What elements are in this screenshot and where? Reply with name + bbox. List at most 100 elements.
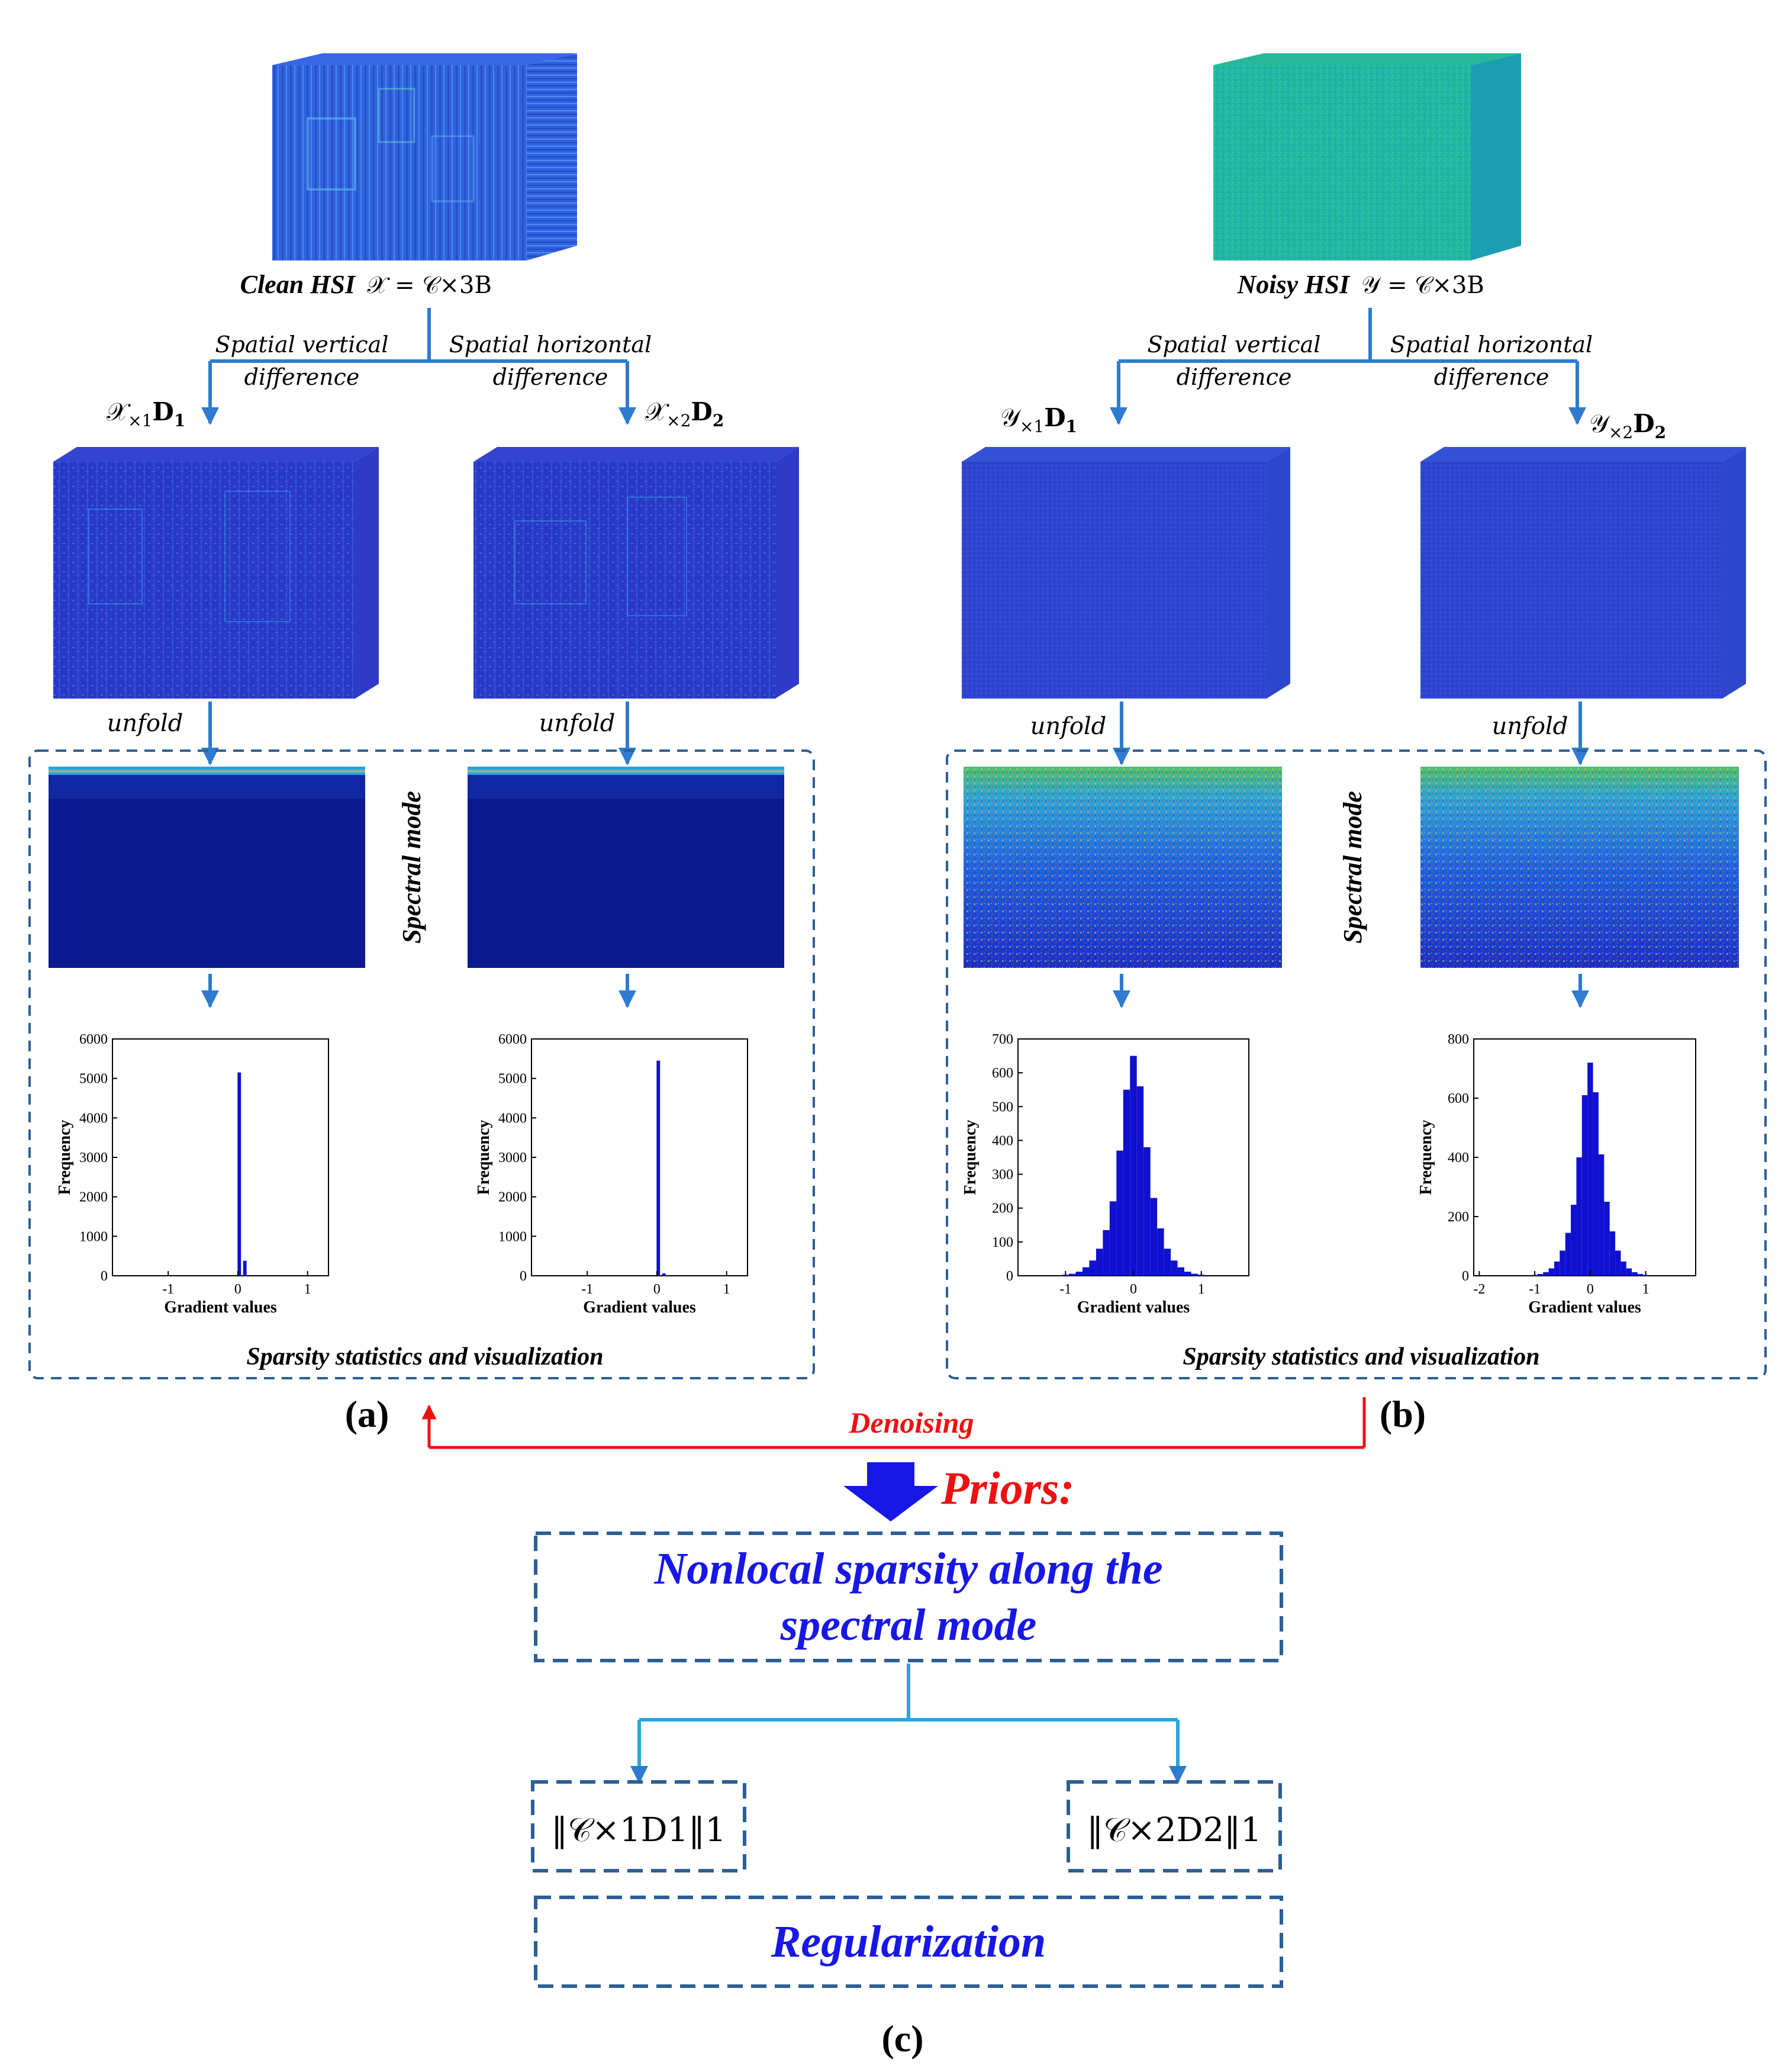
diff-cube-y-d1	[962, 447, 1290, 699]
diff-cube-x-d1	[53, 447, 379, 699]
y-tick-label: 0	[101, 1269, 108, 1284]
x-tick-label: 1	[1198, 1282, 1205, 1297]
histogram-bar	[1632, 1272, 1638, 1276]
histogram-bar	[1554, 1262, 1560, 1276]
spectral-mode-a: Spectral mode	[397, 791, 426, 944]
histogram-noisy-vertical: 0 100 200 300 400 500 600 700 -1 0 1 Gradient value…	[961, 1032, 1249, 1317]
panel-b: Noisy HSI 𝒴 = 𝒞×3B Spatial vertical diff…	[946, 53, 1767, 1435]
histogram-bar	[1543, 1272, 1549, 1276]
reg-box-left	[531, 1780, 746, 1872]
panel-label-b: (b)	[1380, 1393, 1426, 1435]
x-tick-label: 0	[1130, 1282, 1137, 1297]
y-tick-label: 2000	[498, 1190, 527, 1205]
histogram-bar	[1164, 1249, 1171, 1276]
priors-arrow-icon	[843, 1462, 938, 1521]
svg-text:𝒴×1D1: 𝒴×1D1	[1000, 403, 1077, 436]
sparsity-box-a	[28, 749, 815, 1379]
histogram-bar	[1123, 1089, 1130, 1276]
unfolded-matrix-a-left	[49, 767, 365, 968]
y-tick-label: 5000	[79, 1072, 108, 1087]
branch-vertical-b-line2: difference	[1177, 364, 1292, 390]
x-tick-label: -1	[1529, 1282, 1541, 1297]
reg-box-right	[1067, 1780, 1282, 1872]
histogram-bar	[1171, 1260, 1178, 1276]
histogram-bar	[1150, 1198, 1158, 1276]
y-tick-label: 6000	[498, 1032, 527, 1047]
y-tick-label: 3000	[79, 1150, 108, 1166]
histogram-clean-vertical: 0 1000 2000 3000 4000 5000 6000 -1 0 1 Gradient va…	[56, 1032, 329, 1317]
denoising-connector	[421, 1397, 1366, 1449]
histogram-bar	[1621, 1262, 1626, 1276]
x-tick-label: 0	[234, 1282, 241, 1297]
histogram-bar	[662, 1273, 666, 1276]
plot-frame	[112, 1038, 329, 1276]
branch-vertical-a-line2: difference	[244, 364, 360, 390]
y-tick-label: 700	[992, 1032, 1013, 1047]
y-tick-label: 1000	[79, 1229, 108, 1244]
noisy-hsi-cube	[1213, 53, 1521, 260]
x-tick-label: 0	[653, 1282, 661, 1297]
clean-hsi-cube	[272, 53, 577, 260]
sparsity-caption-a: Sparsity statistics and visualization	[246, 1343, 603, 1370]
histogram-bar	[243, 1260, 247, 1276]
y-axis-label: Frequency	[1417, 1119, 1435, 1195]
branch-horizontal-b-line2: difference	[1434, 364, 1549, 390]
y-tick-label: 5000	[498, 1072, 527, 1087]
reg-formula-left: ‖𝒞×1D1‖1	[551, 1811, 726, 1849]
histogram-bar	[1576, 1157, 1582, 1276]
y-tick-label: 200	[1448, 1209, 1469, 1225]
y-tick-label: 800	[1448, 1032, 1469, 1047]
y-tick-label: 1000	[498, 1229, 527, 1244]
branch-connector-a	[201, 308, 636, 425]
y-tick-label: 4000	[79, 1111, 108, 1126]
y-tick-label: 400	[1448, 1150, 1469, 1166]
clean-hsi-formula: 𝒳 = 𝒞×3B	[367, 272, 492, 299]
histogram-bar	[1143, 1147, 1151, 1276]
svg-text:𝒴×2D2: 𝒴×2D2	[1589, 409, 1666, 442]
unfold-b-left: unfold	[1030, 713, 1107, 740]
branch-horizontal-a-line1: Spatial horizontal	[449, 332, 652, 358]
histogram-bar	[1548, 1268, 1554, 1276]
x-tick-label: -1	[1059, 1282, 1071, 1297]
x-tick-label: -1	[581, 1282, 593, 1297]
diff-cube-x-d2	[473, 447, 799, 699]
x-axis-label: Gradient values	[583, 1298, 696, 1317]
formula-x-d1: 𝒳×1D1	[107, 397, 185, 430]
histogram-bar	[1075, 1272, 1083, 1276]
regularization-label: Regularization	[771, 1917, 1046, 1967]
histogram-bar	[1082, 1267, 1090, 1276]
histogram-bar	[656, 1060, 661, 1276]
histogram-bar	[237, 1072, 241, 1276]
y-tick-label: 300	[992, 1167, 1013, 1183]
branch-vertical-b-line1: Spatial vertical	[1148, 332, 1321, 358]
panel-label-c: (c)	[881, 2018, 923, 2060]
unfolded-matrix-a-right	[468, 767, 784, 968]
svg-text:𝒳×2D2: 𝒳×2D2	[645, 397, 724, 430]
unfolded-matrix-b-right	[1420, 767, 1739, 968]
unfolded-matrix-b-left	[964, 767, 1282, 968]
y-axis-label: Frequency	[56, 1119, 74, 1195]
formula-y-d2: 𝒴×2D2	[1589, 409, 1666, 442]
histogram-bar	[1089, 1260, 1096, 1276]
histogram-bar	[1560, 1250, 1565, 1276]
prior-box	[534, 1532, 1283, 1662]
clean-hsi-label: Clean HSI	[240, 270, 356, 299]
plot-frame	[531, 1038, 748, 1276]
histogram-bar	[1615, 1250, 1621, 1276]
regularization-box	[534, 1896, 1283, 1988]
sparsity-box-b	[946, 749, 1767, 1379]
y-tick-label: 0	[1006, 1269, 1013, 1284]
formula-x-d2: 𝒳×2D2	[645, 397, 724, 430]
histogram-bar	[1637, 1274, 1643, 1276]
y-tick-label: 4000	[498, 1111, 527, 1126]
y-tick-label: 100	[992, 1235, 1013, 1250]
reg-formula-right: ‖𝒞×2D2‖1	[1087, 1811, 1262, 1849]
y-tick-label: 2000	[79, 1190, 108, 1205]
x-tick-label: -2	[1473, 1282, 1485, 1297]
histogram-bar	[1587, 1063, 1593, 1276]
histogram-bar	[1571, 1205, 1577, 1276]
x-tick-label: 1	[1642, 1282, 1650, 1297]
unfold-b-right: unfold	[1492, 713, 1568, 740]
